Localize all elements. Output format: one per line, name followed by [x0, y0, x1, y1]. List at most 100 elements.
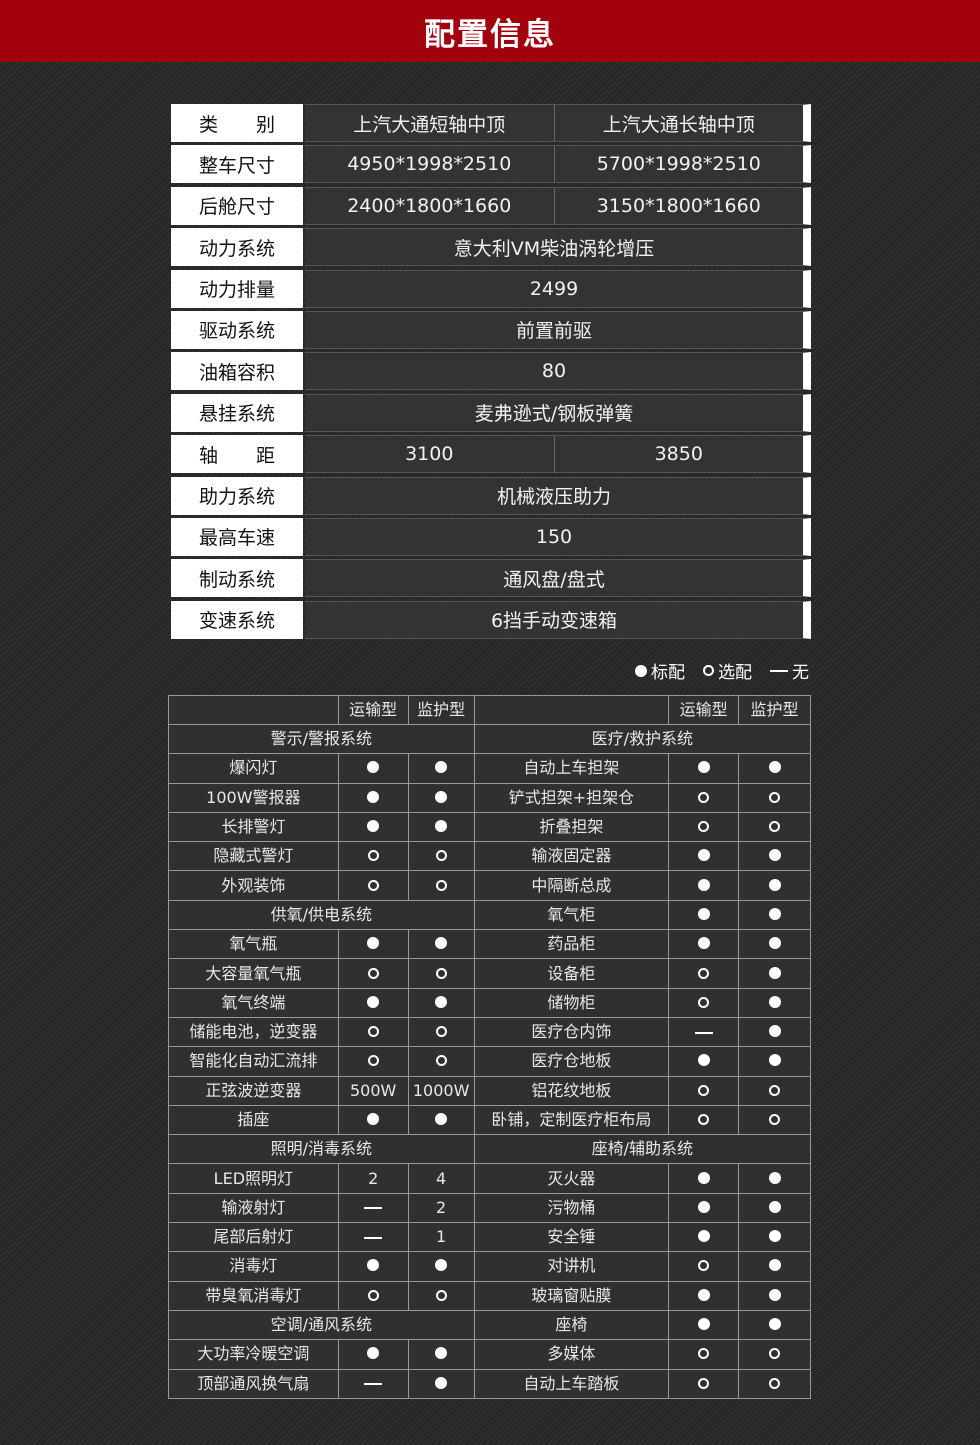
spec-value: 150	[535, 525, 573, 548]
filled-dot-icon	[697, 761, 710, 774]
spec-value: 3850	[553, 436, 804, 473]
standard-mark	[668, 899, 740, 931]
filled-dot-icon	[768, 1025, 781, 1038]
filled-dot-icon	[768, 1054, 781, 1067]
item-name: 氧气瓶	[168, 929, 339, 960]
spec-value: 6挡手动变速箱	[490, 610, 618, 633]
filled-dot-icon	[367, 1259, 380, 1272]
item-name: 长排警灯	[168, 811, 339, 843]
optional-mark	[668, 1075, 740, 1106]
filled-dot-icon	[435, 761, 448, 774]
optional-mark	[738, 1104, 811, 1136]
standard-mark	[668, 1046, 740, 1077]
spec-label: 轴 距	[171, 435, 303, 474]
ring-icon	[703, 665, 714, 676]
spec-value: 上汽大通短轴中顶	[353, 113, 506, 136]
standard-mark	[668, 1222, 740, 1253]
config-table: 运输型 监护型 运输型 监护型 警示/警报系统 医疗/救护系统 爆闪灯 自动上车担架 1…	[168, 695, 812, 1399]
section-title: 座椅/辅助系统	[473, 1134, 812, 1165]
ring-icon	[698, 1260, 710, 1272]
item-name: 输液固定器	[473, 841, 670, 872]
dash-icon	[770, 669, 788, 672]
optional-mark	[668, 782, 740, 813]
legend-std: 标配	[635, 658, 685, 683]
standard-mark	[668, 841, 740, 872]
ring-icon	[435, 879, 447, 891]
optional-mark	[668, 1339, 740, 1370]
optional-mark	[738, 782, 811, 813]
filled-dot-icon	[367, 790, 380, 803]
standard-mark	[337, 753, 409, 784]
filled-dot-icon	[768, 849, 781, 862]
standard-mark	[407, 987, 475, 1018]
standard-mark	[738, 987, 811, 1018]
spec-value: 机械液压助力	[496, 486, 611, 509]
section-title: 警示/警报系统	[168, 723, 475, 755]
filled-dot-icon	[768, 995, 781, 1008]
optional-mark	[337, 958, 409, 989]
ring-icon	[769, 821, 781, 833]
filled-dot-icon	[697, 1230, 710, 1243]
config-row: 储能电池，逆变器 医疗仓内饰	[168, 1016, 811, 1048]
spec-table: 类 别 上汽大通短轴中顶 上汽大通长轴中顶 整车尺寸 4950*1998*2510 570…	[171, 104, 811, 642]
item-name: 带臭氧消毒灯	[168, 1280, 339, 1311]
value-cell: 4	[407, 1163, 475, 1194]
standard-mark	[738, 1251, 811, 1282]
spec-label: 动力排量	[171, 269, 303, 308]
standard-mark	[337, 987, 409, 1018]
item-name: 多媒体	[473, 1339, 670, 1370]
section-title: 供氧/供电系统	[168, 899, 475, 931]
optional-mark	[668, 811, 740, 843]
item-name: 爆闪灯	[168, 753, 339, 784]
ring-icon	[769, 791, 781, 803]
spec-label: 油箱容积	[171, 352, 303, 391]
dash-icon	[364, 1383, 383, 1386]
optional-mark	[407, 1016, 475, 1048]
legend-opt: 选配	[703, 658, 752, 683]
filled-dot-icon	[435, 1347, 448, 1360]
spec-label: 制动系统	[171, 559, 303, 598]
optional-mark	[337, 1280, 409, 1311]
standard-mark	[407, 782, 475, 813]
item-name: 正弦波逆变器	[168, 1075, 339, 1106]
spec-row: 动力系统 意大利VM柴油涡轮增压	[171, 228, 811, 267]
spec-value: 80	[541, 360, 567, 383]
item-name: 大容量氧气瓶	[168, 958, 339, 989]
spec-value: 上汽大通长轴中顶	[553, 105, 804, 141]
item-name: 储能电池，逆变器	[168, 1016, 339, 1048]
filled-dot-icon	[768, 937, 781, 950]
filled-dot-icon	[435, 995, 448, 1008]
standard-mark	[668, 1163, 740, 1194]
config-row: 尾部后射灯 1 安全锤	[168, 1222, 811, 1253]
standard-mark	[407, 1339, 475, 1370]
ring-icon	[698, 1084, 710, 1096]
dash-icon	[694, 1031, 713, 1034]
config-row: 顶部通风换气扇 自动上车踏板	[168, 1368, 811, 1399]
config-row: 消毒灯 对讲机	[168, 1251, 811, 1282]
spec-label: 整车尺寸	[171, 145, 303, 184]
spec-row: 助力系统 机械液压助力	[171, 476, 811, 515]
item-name: 智能化自动汇流排	[168, 1046, 339, 1077]
section-title: 照明/消毒系统	[168, 1134, 475, 1165]
spec-row: 类 别 上汽大通短轴中顶 上汽大通长轴中顶	[171, 104, 811, 142]
ring-icon	[367, 879, 379, 891]
standard-mark	[738, 841, 811, 872]
standard-mark	[738, 753, 811, 784]
spec-value: 4950*1998*2510	[347, 153, 512, 176]
spec-row: 后舱尺寸 2400*1800*1660 3150*1800*1660	[171, 186, 811, 225]
filled-dot-icon	[435, 1376, 448, 1389]
ring-icon	[698, 1377, 710, 1389]
dash-icon	[364, 1236, 383, 1239]
item-name: 插座	[168, 1104, 339, 1136]
config-row: 外观装饰 中隔断总成	[168, 870, 811, 901]
standard-mark	[337, 811, 409, 843]
ring-icon	[698, 821, 710, 833]
config-row: 大功率冷暖空调 多媒体	[168, 1339, 811, 1370]
spec-label: 悬挂系统	[171, 393, 303, 432]
section-title: 医疗/救护系统	[473, 723, 812, 755]
spec-value: 5700*1998*2510	[553, 146, 804, 183]
filled-dot-icon	[697, 1200, 710, 1213]
standard-mark	[668, 753, 740, 784]
ring-icon	[698, 1114, 710, 1125]
item-name: 100W警报器	[168, 782, 339, 813]
